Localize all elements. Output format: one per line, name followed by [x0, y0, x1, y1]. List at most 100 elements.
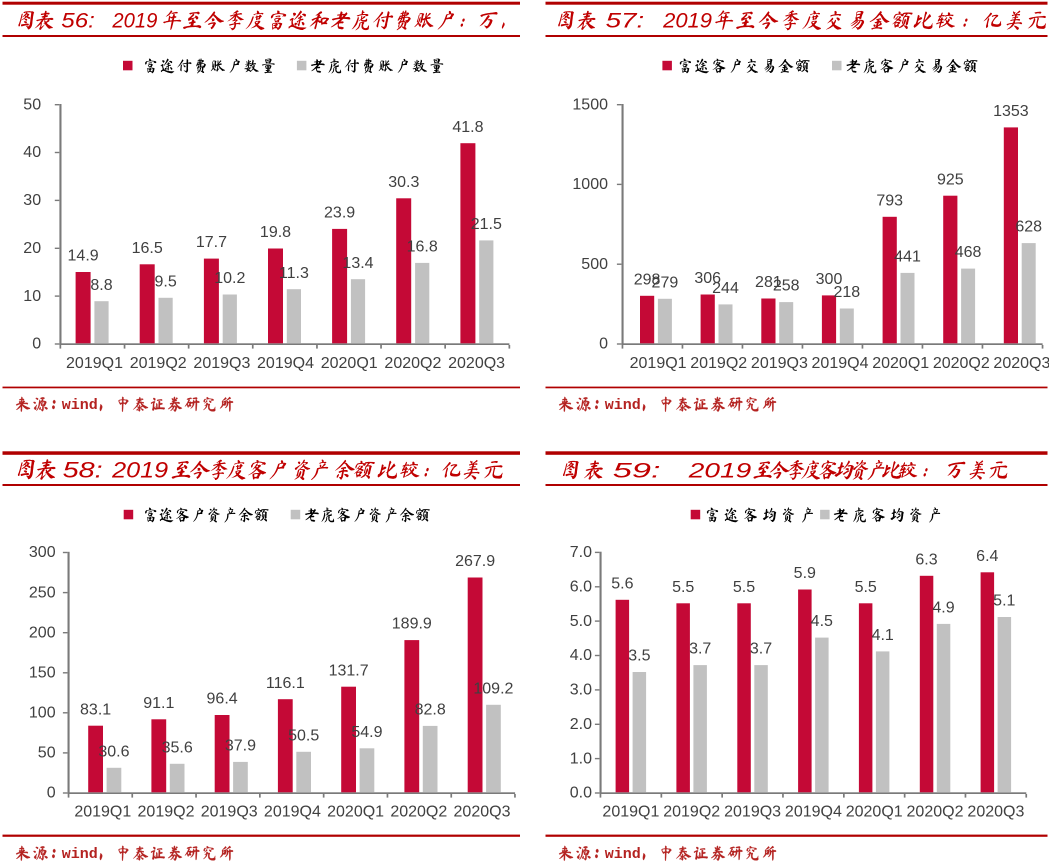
svg-text:1500: 1500 — [572, 96, 608, 113]
svg-text:6.0: 6.0 — [570, 579, 592, 596]
svg-text:4.9: 4.9 — [932, 600, 954, 617]
svg-text:30: 30 — [23, 192, 41, 209]
svg-text:56:: 56: — [61, 10, 95, 33]
svg-text:258: 258 — [773, 278, 800, 295]
svg-text:2019: 2019 — [687, 459, 751, 482]
svg-text:109.2: 109.2 — [473, 680, 513, 697]
svg-text:6.3: 6.3 — [915, 551, 937, 568]
svg-text:4.0: 4.0 — [570, 647, 592, 664]
svg-text:40: 40 — [23, 144, 41, 161]
svg-text:5.1: 5.1 — [993, 593, 1015, 610]
svg-text:925: 925 — [937, 171, 964, 188]
svg-text:2019: 2019 — [662, 10, 712, 33]
svg-text:2019Q1: 2019Q1 — [74, 803, 131, 820]
svg-text:35.6: 35.6 — [162, 739, 193, 756]
svg-text:2019Q1: 2019Q1 — [66, 355, 123, 372]
svg-text:4.1: 4.1 — [872, 627, 894, 644]
svg-text:468: 468 — [955, 244, 982, 261]
svg-text:244: 244 — [712, 280, 739, 297]
svg-text:2020Q2: 2020Q2 — [390, 803, 447, 820]
svg-text:7.0: 7.0 — [570, 544, 592, 561]
svg-text:5.9: 5.9 — [794, 565, 816, 582]
svg-text:4.5: 4.5 — [811, 613, 833, 630]
svg-text:2020Q2: 2020Q2 — [384, 355, 441, 372]
svg-text:wind: wind — [62, 397, 98, 414]
svg-text:2019Q3: 2019Q3 — [201, 803, 258, 820]
svg-text:19.8: 19.8 — [260, 224, 291, 241]
svg-text:8.8: 8.8 — [90, 277, 112, 294]
svg-text:14.9: 14.9 — [68, 248, 99, 265]
svg-text:2019Q2: 2019Q2 — [690, 355, 747, 372]
svg-text:30.6: 30.6 — [98, 743, 129, 760]
svg-text:wind: wind — [605, 846, 641, 863]
svg-text:2020Q2: 2020Q2 — [933, 355, 990, 372]
svg-text:793: 793 — [876, 192, 903, 209]
svg-text:21.5: 21.5 — [471, 216, 502, 233]
svg-text:10.2: 10.2 — [214, 270, 245, 287]
svg-text:1353: 1353 — [993, 103, 1029, 120]
svg-text:2019Q3: 2019Q3 — [193, 355, 250, 372]
svg-text:628: 628 — [1015, 219, 1042, 236]
svg-text:2020Q1: 2020Q1 — [872, 355, 929, 372]
svg-text:20: 20 — [23, 240, 41, 257]
svg-text:2020Q3: 2020Q3 — [967, 803, 1024, 820]
svg-text:54.9: 54.9 — [351, 724, 382, 741]
svg-text:2019: 2019 — [111, 10, 157, 33]
svg-text:5.0: 5.0 — [570, 613, 592, 630]
svg-text:2020Q3: 2020Q3 — [454, 803, 511, 820]
svg-text:16.5: 16.5 — [132, 240, 163, 257]
svg-text:5.5: 5.5 — [733, 579, 755, 596]
svg-text:91.1: 91.1 — [143, 695, 174, 712]
svg-text:281: 281 — [755, 274, 782, 291]
svg-text:5.6: 5.6 — [611, 575, 633, 592]
svg-text:30.3: 30.3 — [388, 174, 419, 191]
svg-text:17.7: 17.7 — [196, 234, 227, 251]
svg-text:279: 279 — [652, 274, 679, 291]
svg-text:150: 150 — [29, 665, 56, 682]
svg-text:11.3: 11.3 — [279, 265, 309, 282]
svg-text:9.5: 9.5 — [154, 273, 176, 290]
svg-text:2019Q3: 2019Q3 — [751, 355, 808, 372]
svg-text:0: 0 — [599, 336, 608, 353]
svg-text:189.9: 189.9 — [392, 616, 432, 633]
svg-text:2019Q4: 2019Q4 — [264, 803, 321, 820]
svg-text:2019Q2: 2019Q2 — [138, 803, 195, 820]
svg-text:2020Q2: 2020Q2 — [907, 803, 964, 820]
svg-text:2020Q3: 2020Q3 — [448, 355, 505, 372]
svg-text:1.0: 1.0 — [570, 750, 592, 767]
svg-text:83.1: 83.1 — [80, 701, 111, 718]
svg-text:3.7: 3.7 — [750, 641, 772, 658]
svg-text:2020Q1: 2020Q1 — [846, 803, 903, 820]
svg-text:2019Q2: 2019Q2 — [663, 803, 720, 820]
svg-text:82.8: 82.8 — [415, 702, 446, 719]
svg-text:200: 200 — [29, 624, 56, 641]
svg-text:3.0: 3.0 — [570, 682, 592, 699]
svg-text:218: 218 — [833, 284, 860, 301]
svg-text:50: 50 — [23, 96, 41, 113]
svg-text:441: 441 — [894, 249, 921, 266]
svg-text:0: 0 — [47, 785, 56, 802]
svg-text:2020Q1: 2020Q1 — [327, 803, 384, 820]
svg-text:50: 50 — [38, 745, 56, 762]
svg-text:5.5: 5.5 — [855, 579, 877, 596]
svg-text:2019Q1: 2019Q1 — [602, 803, 659, 820]
svg-text:10: 10 — [23, 288, 41, 305]
svg-text:300: 300 — [816, 271, 843, 288]
svg-text:96.4: 96.4 — [207, 691, 238, 708]
svg-text:500: 500 — [581, 256, 608, 273]
svg-text:50.5: 50.5 — [288, 727, 319, 744]
svg-text:2020Q1: 2020Q1 — [321, 355, 378, 372]
svg-text:267.9: 267.9 — [455, 553, 495, 570]
svg-text:41.8: 41.8 — [452, 119, 483, 136]
svg-text:3.5: 3.5 — [628, 648, 650, 665]
svg-text:58:: 58: — [63, 457, 103, 482]
svg-text:300: 300 — [29, 544, 56, 561]
svg-text:2019Q1: 2019Q1 — [630, 355, 687, 372]
svg-text:2019Q4: 2019Q4 — [257, 355, 314, 372]
svg-text:116.1: 116.1 — [266, 675, 305, 692]
svg-text:59:: 59: — [613, 459, 661, 482]
svg-text:2019Q2: 2019Q2 — [130, 355, 187, 372]
svg-text:100: 100 — [29, 705, 56, 722]
svg-text:2019Q4: 2019Q4 — [812, 355, 869, 372]
svg-text:1000: 1000 — [572, 176, 608, 193]
